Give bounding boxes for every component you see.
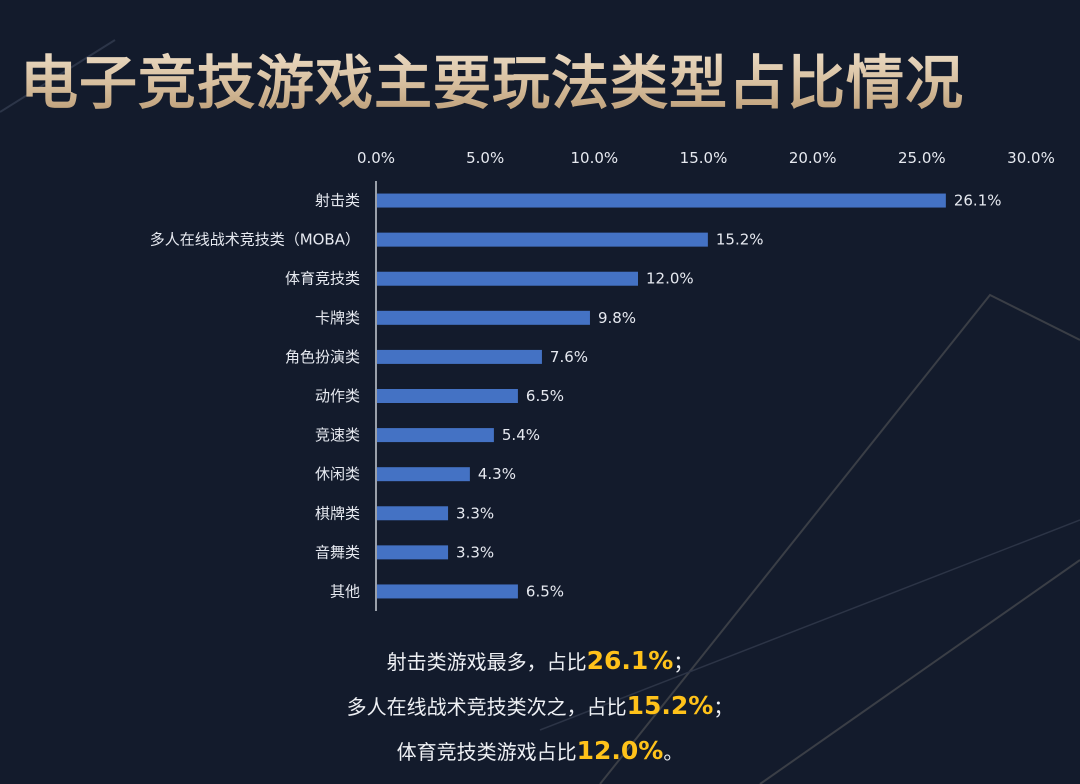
x-tick-label: 30.0% xyxy=(1007,149,1055,167)
bar xyxy=(377,584,518,599)
bar xyxy=(377,467,470,482)
category-label: 音舞类 xyxy=(315,543,360,561)
summary-line-2: 多人在线战术竞技类次之，占比15.2%； xyxy=(0,691,1080,720)
category-label: 角色扮演类 xyxy=(285,348,360,366)
x-axis-ticks: 0.0% 5.0% 10.0% 15.0% 20.0% 25.0% 30.0% xyxy=(357,149,1055,167)
x-tick-label: 25.0% xyxy=(898,149,946,167)
summary-highlight: 26.1% xyxy=(586,646,674,675)
x-tick-label: 20.0% xyxy=(789,149,837,167)
data-label: 5.4% xyxy=(502,426,540,444)
bar xyxy=(377,271,638,286)
data-label: 6.5% xyxy=(526,582,564,600)
data-label: 3.3% xyxy=(456,504,494,522)
data-label: 7.6% xyxy=(550,348,588,366)
data-label: 6.5% xyxy=(526,387,564,405)
x-tick-label: 0.0% xyxy=(357,149,395,167)
bars: 射击类 26.1% 多人在线战术竞技类（MOBA） 15.2% 体育竞技类 12.0% 卡牌… xyxy=(150,192,1002,601)
bar xyxy=(377,193,946,208)
data-label: 9.8% xyxy=(598,309,636,327)
data-label: 4.3% xyxy=(478,465,516,483)
summary-punct: ； xyxy=(713,695,734,719)
x-tick-label: 5.0% xyxy=(466,149,504,167)
summary-text: 体育竞技类游戏占比 xyxy=(396,740,577,764)
bar xyxy=(377,389,518,403)
summary-text: 射击类游戏最多，占比 xyxy=(386,650,587,674)
category-label: 其他 xyxy=(330,582,360,600)
data-label: 26.1% xyxy=(954,192,1002,210)
page-title: 电子竞技游戏主要玩法类型占比情况 xyxy=(20,36,964,120)
bar xyxy=(377,310,590,325)
summary-highlight: 12.0% xyxy=(576,736,664,765)
category-label: 棋牌类 xyxy=(315,504,360,522)
data-label: 3.3% xyxy=(456,543,494,561)
summary-punct: ； xyxy=(673,650,694,674)
summary-highlight: 15.2% xyxy=(626,691,714,720)
data-label: 15.2% xyxy=(716,231,764,249)
bar xyxy=(377,349,542,364)
category-label: 射击类 xyxy=(315,192,360,210)
category-label: 多人在线战术竞技类（MOBA） xyxy=(150,231,360,249)
summary-line-3: 体育竞技类游戏占比12.0%。 xyxy=(0,736,1080,765)
bar xyxy=(377,545,449,560)
data-label: 12.0% xyxy=(646,270,694,288)
summary-text: 多人在线战术竞技类次之，占比 xyxy=(346,695,627,719)
summary-punct: 。 xyxy=(663,740,684,764)
bar xyxy=(377,428,494,443)
category-label: 卡牌类 xyxy=(315,309,360,327)
category-label: 休闲类 xyxy=(315,465,360,483)
category-label: 动作类 xyxy=(315,387,360,405)
category-label: 体育竞技类 xyxy=(285,270,360,288)
x-tick-label: 15.0% xyxy=(680,149,728,167)
x-tick-label: 10.0% xyxy=(571,149,619,167)
bar xyxy=(377,232,708,247)
category-label: 竞速类 xyxy=(315,426,360,444)
bar-chart: 0.0% 5.0% 10.0% 15.0% 20.0% 25.0% 30.0% 射击类 26.… xyxy=(150,149,1055,611)
bar xyxy=(377,506,449,521)
summary-line-1: 射击类游戏最多，占比26.1%； xyxy=(0,646,1080,675)
